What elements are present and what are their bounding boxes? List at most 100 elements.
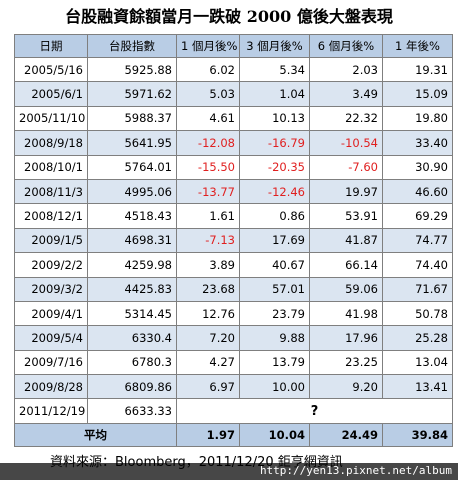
cell-3-month: -20.35 <box>239 154 310 180</box>
cell-index: 4259.98 <box>87 252 177 278</box>
cell-6-month: 59.06 <box>309 276 383 302</box>
cell-date: 2009/5/4 <box>14 325 88 351</box>
cell-6-month: -10.54 <box>309 130 383 156</box>
cell-date: 2009/7/16 <box>14 349 88 376</box>
cell-1-month: 4.27 <box>176 349 240 376</box>
header-1-month: 1 個月後% <box>176 34 240 58</box>
cell-1-month: -12.08 <box>176 130 240 156</box>
table-row-latest: 2011/12/19 6633.33 ? <box>14 398 453 424</box>
header-1-year: 1 年後% <box>382 34 453 58</box>
cell-index: 5641.95 <box>87 130 177 156</box>
average-6-month: 24.49 <box>309 422 383 447</box>
table-row: 2008/9/18 5641.95 -12.08 -16.79 -10.54 3… <box>14 130 453 156</box>
cell-3-month: 17.69 <box>239 227 310 254</box>
table-header-row: 日期 台股指數 1 個月後% 3 個月後% 6 個月後% 1 年後% <box>14 34 453 58</box>
cell-1-year: 15.09 <box>382 81 453 107</box>
header-date: 日期 <box>14 34 88 58</box>
cell-index: 6330.4 <box>87 325 177 351</box>
cell-3-month: 40.67 <box>239 252 310 278</box>
cell-1-year: 33.40 <box>382 130 453 156</box>
unknown-result-cell: ? <box>176 398 453 424</box>
average-3-month: 10.04 <box>239 422 310 447</box>
cell-date: 2008/9/18 <box>14 130 88 156</box>
cell-3-month: 1.04 <box>239 81 310 107</box>
cell-date: 2009/1/5 <box>14 227 88 254</box>
cell-date: 2008/11/3 <box>14 178 88 205</box>
average-1-month: 1.97 <box>176 422 240 447</box>
cell-3-month: 10.13 <box>239 105 310 132</box>
cell-date: 2009/8/28 <box>14 374 88 400</box>
cell-1-month: 7.20 <box>176 325 240 351</box>
cell-1-month: -7.13 <box>176 227 240 254</box>
cell-6-month: 66.14 <box>309 252 383 278</box>
cell-6-month: 9.20 <box>309 374 383 400</box>
cell-index: 4425.83 <box>87 276 177 302</box>
cell-6-month: 19.97 <box>309 178 383 205</box>
cell-1-year: 74.77 <box>382 227 453 254</box>
cell-index: 5925.88 <box>87 56 177 83</box>
cell-date: 2008/10/1 <box>14 154 88 180</box>
cell-1-month: -13.77 <box>176 178 240 205</box>
cell-1-month: 6.02 <box>176 56 240 83</box>
cell-index: 6809.86 <box>87 374 177 400</box>
cell-3-month: 13.79 <box>239 349 310 376</box>
table-row: 2005/5/16 5925.88 6.02 5.34 2.03 19.31 <box>14 56 453 83</box>
cell-6-month: 3.49 <box>309 81 383 107</box>
cell-date: 2005/5/16 <box>14 56 88 83</box>
table-row: 2009/2/2 4259.98 3.89 40.67 66.14 74.40 <box>14 252 453 278</box>
header-3-month: 3 個月後% <box>239 34 310 58</box>
cell-6-month: 41.98 <box>309 300 383 327</box>
table-row: 2008/11/3 4995.06 -13.77 -12.46 19.97 46… <box>14 178 453 205</box>
cell-6-month: 53.91 <box>309 203 383 229</box>
average-label: 平均 <box>14 422 177 447</box>
table-row: 2009/8/28 6809.86 6.97 10.00 9.20 13.41 <box>14 374 453 400</box>
cell-date: 2005/11/10 <box>14 105 88 132</box>
cell-index: 4518.43 <box>87 203 177 229</box>
table-row: 2009/5/4 6330.4 7.20 9.88 17.96 25.28 <box>14 325 453 351</box>
cell-date: 2009/2/2 <box>14 252 88 278</box>
cell-1-month: 5.03 <box>176 81 240 107</box>
cell-1-year: 13.04 <box>382 349 453 376</box>
table-row: 2009/1/5 4698.31 -7.13 17.69 41.87 74.77 <box>14 227 453 254</box>
cell-index: 5764.01 <box>87 154 177 180</box>
watermark-bar: http://yen13.pixnet.net/album <box>0 463 458 480</box>
cell-1-year: 13.41 <box>382 374 453 400</box>
cell-1-year: 50.78 <box>382 300 453 327</box>
cell-index: 5988.37 <box>87 105 177 132</box>
cell-date: 2009/4/1 <box>14 300 88 327</box>
table-row: 2008/12/1 4518.43 1.61 0.86 53.91 69.29 <box>14 203 453 229</box>
table-row: 2009/7/16 6780.3 4.27 13.79 23.25 13.04 <box>14 349 453 376</box>
table-row: 2008/10/1 5764.01 -15.50 -20.35 -7.60 30… <box>14 154 453 180</box>
cell-1-month: -15.50 <box>176 154 240 180</box>
cell-6-month: 17.96 <box>309 325 383 351</box>
average-row: 平均 1.97 10.04 24.49 39.84 <box>14 422 453 447</box>
cell-index: 6780.3 <box>87 349 177 376</box>
cell-3-month: 57.01 <box>239 276 310 302</box>
cell-1-year: 19.31 <box>382 56 453 83</box>
market-performance-table: 日期 台股指數 1 個月後% 3 個月後% 6 個月後% 1 年後% 2005/… <box>14 34 453 447</box>
cell-1-year: 74.40 <box>382 252 453 278</box>
watermark-url: http://yen13.pixnet.net/album <box>259 464 452 477</box>
cell-1-year: 25.28 <box>382 325 453 351</box>
cell-index: 4995.06 <box>87 178 177 205</box>
cell-6-month: -7.60 <box>309 154 383 180</box>
average-1-year: 39.84 <box>382 422 453 447</box>
cell-index: 6633.33 <box>87 398 177 424</box>
cell-3-month: 10.00 <box>239 374 310 400</box>
table-row: 2009/3/2 4425.83 23.68 57.01 59.06 71.67 <box>14 276 453 302</box>
cell-1-year: 46.60 <box>382 178 453 205</box>
cell-1-month: 12.76 <box>176 300 240 327</box>
cell-1-year: 30.90 <box>382 154 453 180</box>
table-row: 2005/6/1 5971.62 5.03 1.04 3.49 15.09 <box>14 81 453 107</box>
cell-3-month: 23.79 <box>239 300 310 327</box>
cell-index: 5971.62 <box>87 81 177 107</box>
cell-3-month: 0.86 <box>239 203 310 229</box>
cell-6-month: 22.32 <box>309 105 383 132</box>
cell-6-month: 2.03 <box>309 56 383 83</box>
cell-1-month: 1.61 <box>176 203 240 229</box>
cell-date: 2008/12/1 <box>14 203 88 229</box>
cell-1-year: 19.80 <box>382 105 453 132</box>
cell-6-month: 23.25 <box>309 349 383 376</box>
cell-3-month: 5.34 <box>239 56 310 83</box>
cell-index: 4698.31 <box>87 227 177 254</box>
